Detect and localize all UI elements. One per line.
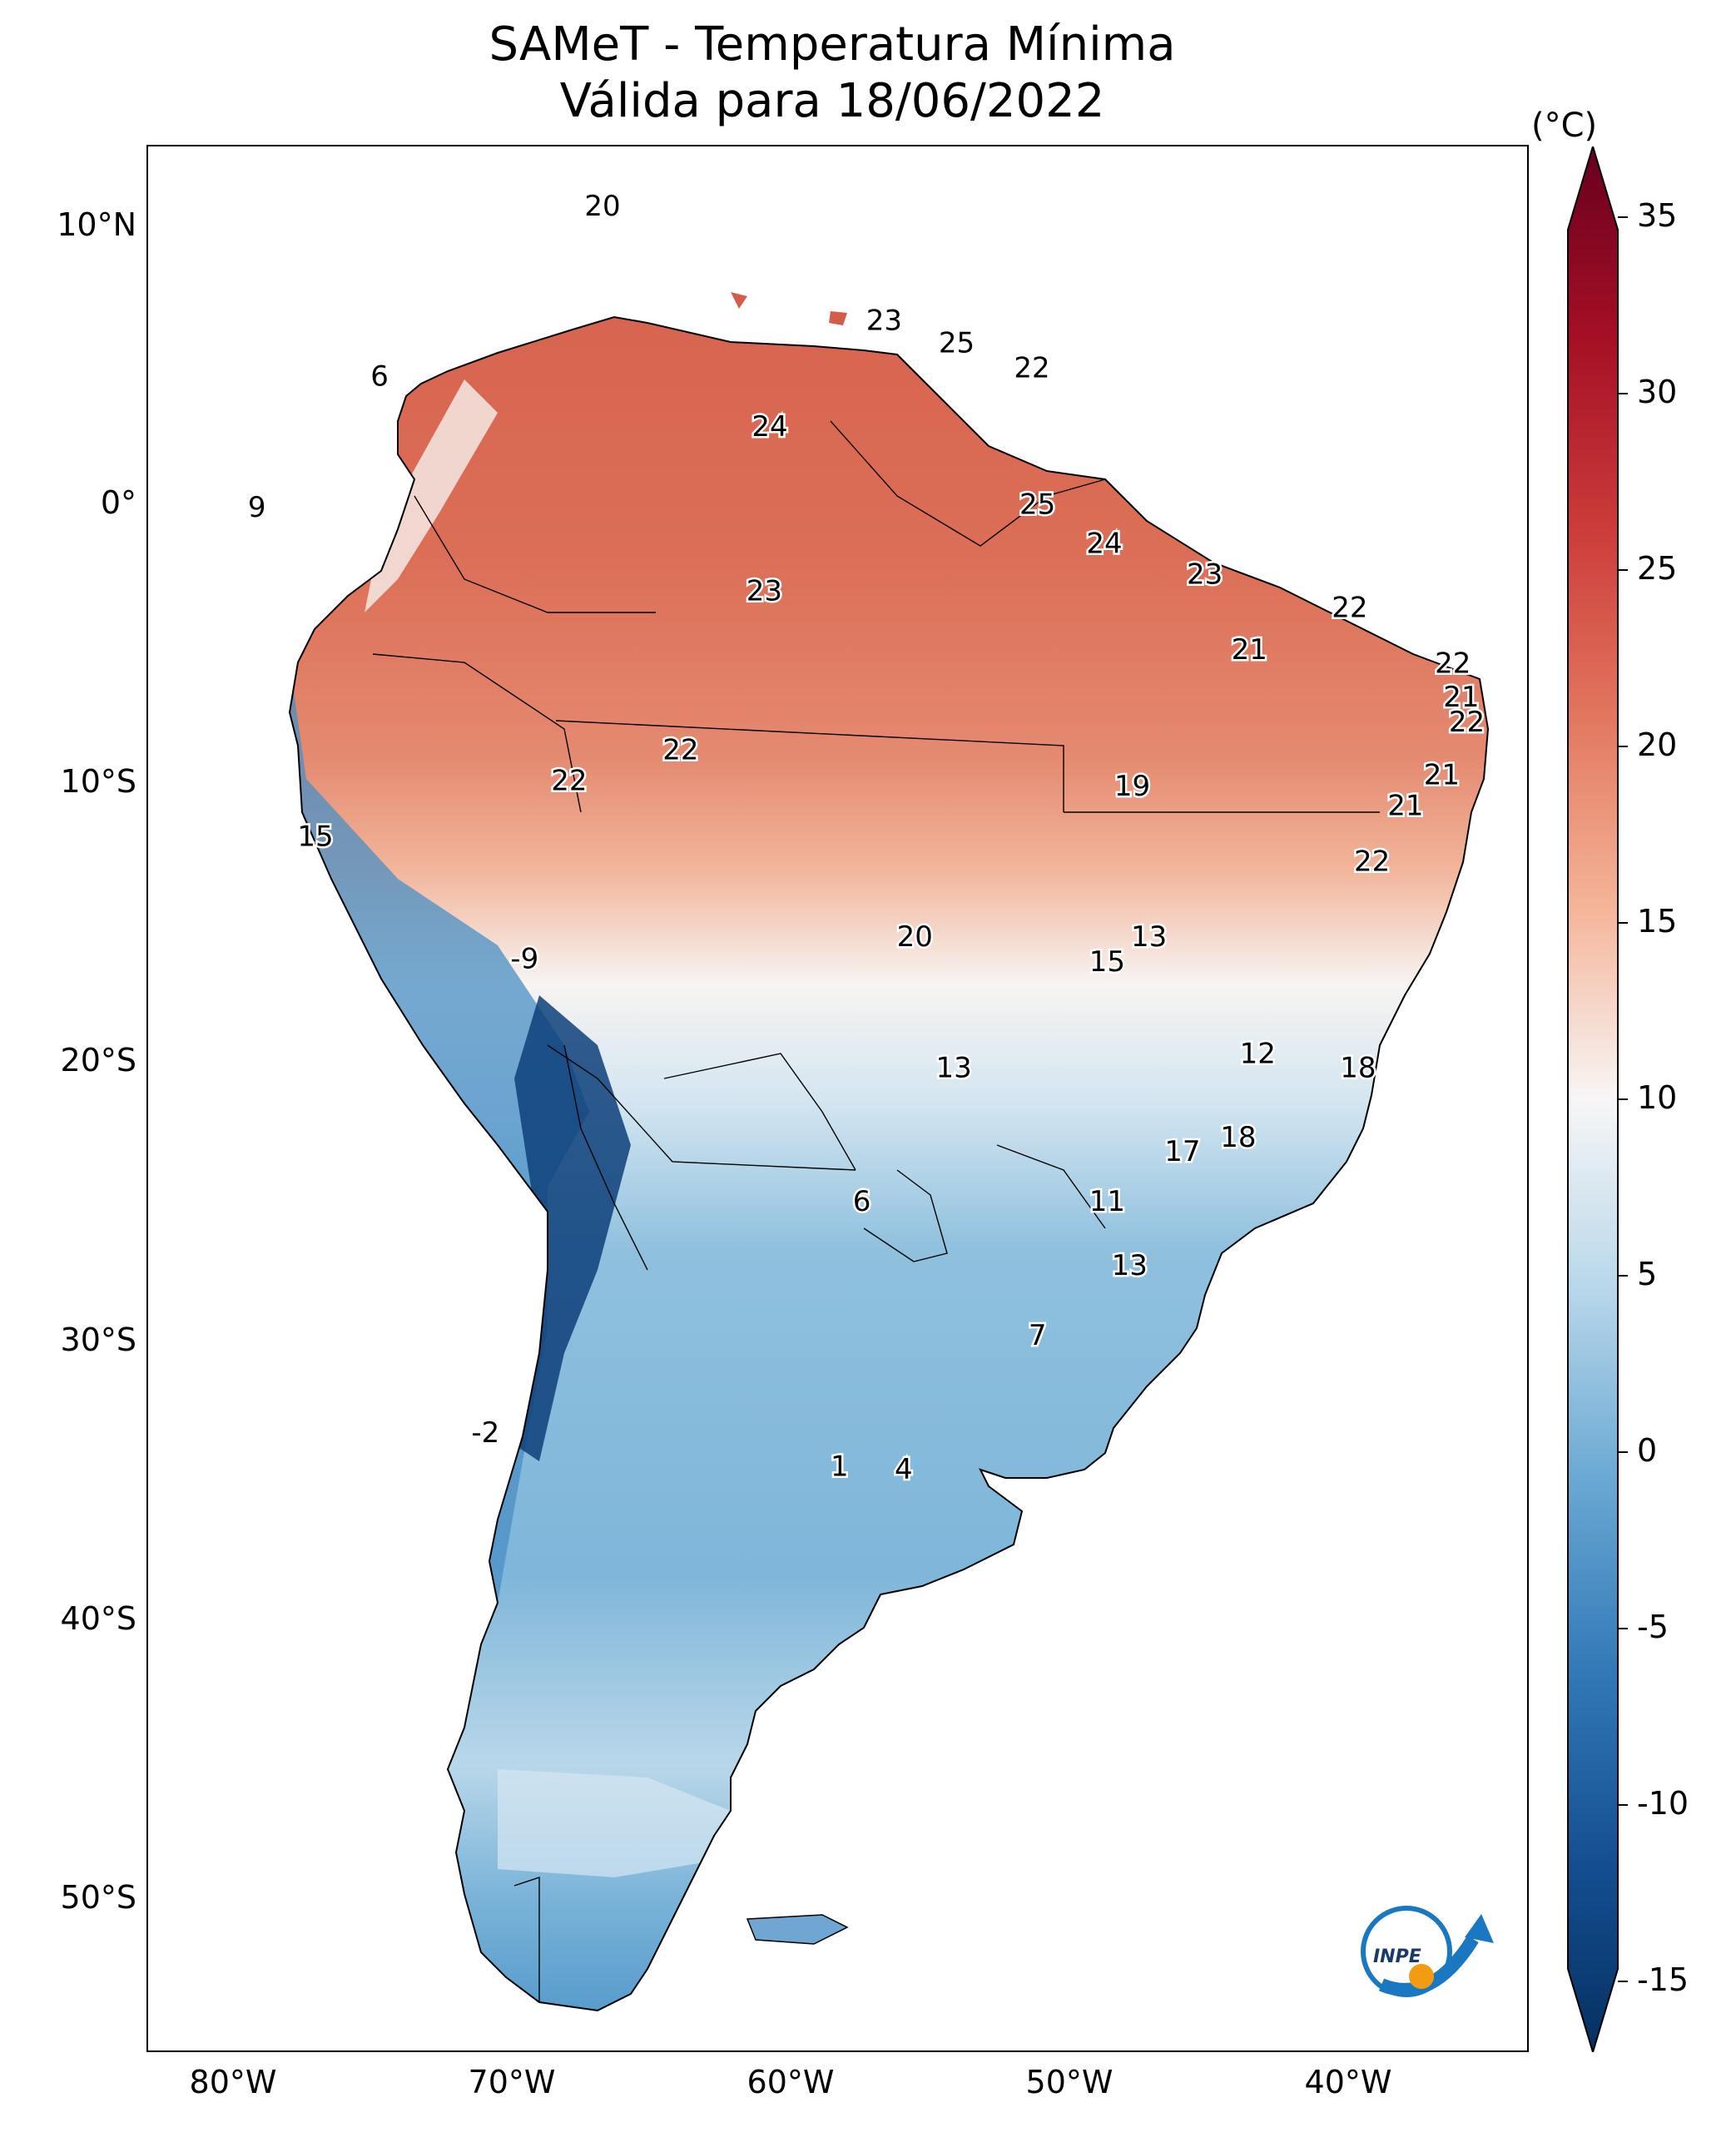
title-line-1: SAMeT - Temperatura Mínima <box>489 17 1176 72</box>
station-label: 23 <box>746 575 782 608</box>
station-label: 17 <box>1164 1135 1200 1168</box>
station-label: 22 <box>1435 647 1471 681</box>
lat-label-30s: 30°S <box>60 1321 136 1358</box>
falkland-islands <box>746 1914 849 1945</box>
station-label: 23 <box>1187 558 1223 591</box>
station-label: 1 <box>831 1450 849 1483</box>
land-shading <box>290 317 1488 2011</box>
station-label: -9 <box>510 943 538 976</box>
station-label: 21 <box>1443 681 1479 714</box>
station-label: 22 <box>551 764 587 797</box>
logo-text: INPE <box>1373 1946 1421 1967</box>
lat-label-40s: 40°S <box>60 1600 136 1637</box>
colorbar-tick-label: -15 <box>1637 1961 1689 1999</box>
station-label: 18 <box>1220 1121 1256 1154</box>
lon-label-50w: 50°W <box>1025 2064 1114 2100</box>
colorbar-tick-label: 5 <box>1637 1256 1658 1293</box>
station-label: 13 <box>1131 920 1167 954</box>
colorbar-tick-mark <box>1618 1981 1628 1983</box>
lon-label-60w: 60°W <box>746 2064 835 2100</box>
station-label: 25 <box>1019 488 1055 522</box>
lon-label-70w: 70°W <box>468 2064 556 2100</box>
station-label: 19 <box>1114 770 1150 803</box>
colorbar-tick-label: 15 <box>1637 902 1678 940</box>
colorbar-tick-mark <box>1618 216 1628 218</box>
station-label: 21 <box>1232 633 1267 667</box>
inpe-logo: INPE <box>1361 1906 1494 1997</box>
station-label: 6 <box>853 1185 871 1218</box>
station-label: 20 <box>897 920 933 954</box>
lat-label-20s: 20°S <box>60 1042 136 1078</box>
colorbar-tick-mark <box>1618 1275 1628 1277</box>
station-label: 7 <box>1029 1319 1047 1352</box>
lat-label-0: 0° <box>100 484 136 521</box>
station-label: -2 <box>471 1416 499 1450</box>
station-label: 25 <box>939 326 975 359</box>
colorbar-tick-label: 0 <box>1637 1432 1658 1470</box>
lon-label-80w: 80°W <box>189 2064 277 2100</box>
station-label: 22 <box>1354 845 1390 878</box>
station-label: 6 <box>370 360 389 394</box>
colorbar-tick-mark <box>1618 1451 1628 1454</box>
station-label: 13 <box>1112 1249 1148 1282</box>
station-label: 18 <box>1340 1051 1376 1084</box>
station-label: 15 <box>1089 945 1125 979</box>
lat-label-50s: 50°S <box>60 1879 136 1916</box>
country-borders <box>372 420 1380 2002</box>
station-label: 15 <box>297 820 333 853</box>
colorbar-tick-label: 10 <box>1637 1079 1678 1116</box>
station-label: 23 <box>866 305 902 338</box>
station-label: 13 <box>936 1051 972 1084</box>
colorbar-tick-mark <box>1618 1628 1628 1630</box>
station-label: 24 <box>1086 528 1122 561</box>
colorbar <box>1567 146 1619 2052</box>
station-label: 24 <box>751 410 787 444</box>
colorbar-tick-mark <box>1618 1098 1628 1100</box>
station-label: 9 <box>248 491 266 524</box>
station-label: 22 <box>1014 352 1049 385</box>
lat-label-10s: 10°S <box>60 763 136 800</box>
colorbar-tick-mark <box>1618 745 1628 747</box>
colorbar-tick-label: -10 <box>1637 1785 1689 1822</box>
station-label: 22 <box>662 733 698 766</box>
colorbar-tick-mark <box>1618 1804 1628 1807</box>
lon-label-40w: 40°W <box>1304 2064 1392 2100</box>
station-label: 22 <box>1332 592 1367 625</box>
colorbar-tick-mark <box>1618 921 1628 924</box>
caribbean-islands <box>731 292 847 325</box>
colorbar-tick-label: -5 <box>1637 1609 1669 1646</box>
station-label: 4 <box>895 1453 913 1486</box>
colorbar-tick-mark <box>1618 392 1628 394</box>
station-label: 22 <box>1449 706 1485 739</box>
map-title: SAMeT - Temperatura Mínima Válida para 1… <box>0 17 1664 130</box>
colorbar-tick-label: 25 <box>1637 549 1678 587</box>
map-panel: 20 6 23 25 22 24 9 25 24 23 23 22 21 22 21 22 22 22 21 19 21… <box>146 145 1529 2052</box>
colorbar-tick-mark <box>1618 568 1628 571</box>
colorbar-unit: (°C) <box>1531 107 1598 145</box>
station-label: 21 <box>1387 789 1423 822</box>
station-label: 20 <box>584 190 620 223</box>
station-label: 12 <box>1240 1038 1276 1071</box>
lat-label-10n: 10°N <box>57 206 136 243</box>
colorbar-tick-label: 35 <box>1637 196 1678 234</box>
station-label: 11 <box>1089 1185 1125 1218</box>
colorbar-tick-label: 30 <box>1637 373 1678 410</box>
colorbar-tick-label: 20 <box>1637 726 1678 763</box>
station-label: 21 <box>1424 759 1460 792</box>
title-line-2: Válida para 18/06/2022 <box>559 74 1105 128</box>
